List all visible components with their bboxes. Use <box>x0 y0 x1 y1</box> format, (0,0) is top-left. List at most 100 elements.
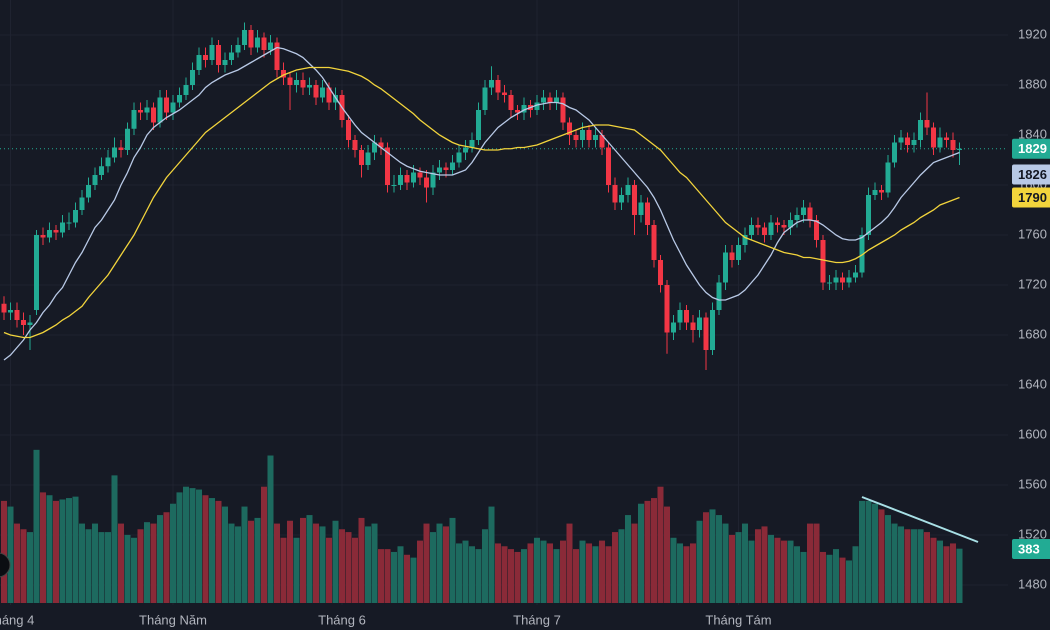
volume-bar <box>748 540 755 603</box>
volume-bar <box>820 551 826 603</box>
volume-bar <box>183 486 189 603</box>
x-tick-label: Tháng 4 <box>0 612 34 627</box>
volume-bar <box>495 543 501 603</box>
volume-bar <box>488 506 495 603</box>
volume-bar <box>794 546 800 603</box>
candle-body <box>918 120 923 140</box>
volume-bar <box>956 548 963 603</box>
volume-bar <box>163 512 170 603</box>
candle-body <box>710 310 715 350</box>
candle-body <box>443 167 449 170</box>
volume-bar <box>579 540 586 603</box>
price-badge-label: 1829 <box>1018 141 1047 156</box>
y-tick-label: 1840 <box>1018 126 1047 141</box>
candle-body <box>242 30 247 45</box>
volume-bar <box>475 549 482 603</box>
volume-bar <box>911 529 917 603</box>
volume-bar <box>670 537 677 603</box>
candle-body <box>417 172 423 178</box>
volume-bar <box>943 546 950 603</box>
y-tick-label: 1560 <box>1018 476 1047 491</box>
candle-body <box>944 137 949 140</box>
tool-button[interactable] <box>0 552 11 578</box>
volume-bar <box>586 543 592 603</box>
candle-body <box>365 152 371 165</box>
volume-bar <box>157 515 163 603</box>
volume-bar <box>508 549 514 603</box>
volume-bar <box>696 520 703 603</box>
candle-body <box>632 185 637 215</box>
volume-bar <box>878 509 885 603</box>
moving-average-line <box>3 46 960 361</box>
candle-body <box>27 322 33 325</box>
volume-bar <box>443 526 449 603</box>
candle-body <box>820 240 826 283</box>
candle-body <box>229 52 234 60</box>
candle-body <box>729 252 735 260</box>
candle-body <box>742 235 748 245</box>
volume-bar <box>319 526 326 603</box>
candle-body <box>190 70 195 85</box>
volume-bar <box>742 523 748 603</box>
candle-body <box>391 185 397 186</box>
candle-body <box>794 215 800 220</box>
volume-bar <box>196 489 202 603</box>
candle-body <box>567 122 572 135</box>
volume-bar <box>592 546 599 603</box>
volume-bar <box>7 506 14 603</box>
volume-bar <box>852 546 859 603</box>
candle-body <box>430 172 436 188</box>
volume-bar <box>501 546 508 603</box>
volume-bar <box>930 537 937 603</box>
candle-body <box>14 310 20 320</box>
volume-bar <box>202 495 209 603</box>
volume-bar <box>397 546 404 603</box>
candle-body <box>788 220 793 228</box>
candle-body <box>651 225 657 260</box>
candle-body <box>346 120 351 140</box>
volume-bar <box>846 560 852 603</box>
candle-body <box>508 95 514 110</box>
candle-body <box>807 207 813 220</box>
candle-body <box>911 140 917 145</box>
price-badge <box>1012 138 1050 159</box>
volume-bar <box>527 543 534 603</box>
volume-bar <box>150 523 157 603</box>
candle-body <box>716 282 722 310</box>
volume-bar <box>449 517 456 603</box>
price-badge <box>1012 187 1050 208</box>
candle-body <box>47 230 52 238</box>
volume-badge <box>1012 539 1050 559</box>
volume-bar <box>423 523 430 603</box>
y-tick-label: 1680 <box>1018 326 1047 341</box>
volume-bar <box>137 529 144 603</box>
candle-body <box>170 102 176 113</box>
candle-body <box>853 272 858 278</box>
candle-body <box>560 97 566 123</box>
candle-body <box>125 128 130 150</box>
volume-bar <box>690 543 696 603</box>
volume-bar <box>209 498 215 603</box>
y-tick-label: 1880 <box>1018 76 1047 91</box>
volume-bar <box>215 500 222 603</box>
candle-body <box>521 105 527 113</box>
volume-bar <box>40 492 46 603</box>
candle-body <box>814 220 819 240</box>
candle-body <box>736 245 741 260</box>
volume-bar <box>59 499 66 603</box>
candle-body <box>554 97 559 103</box>
candle-body <box>372 142 377 153</box>
candle-body <box>846 277 852 283</box>
candle-body <box>684 310 689 323</box>
candle-body <box>203 55 208 60</box>
volume-bar <box>521 549 527 603</box>
candle-body <box>216 45 221 65</box>
y-tick-label: 1480 <box>1018 576 1047 591</box>
volume-bar <box>391 551 397 603</box>
moving-averages <box>3 46 960 361</box>
volume-bar <box>826 554 833 603</box>
candle-body <box>404 175 410 183</box>
candle-body <box>905 137 910 145</box>
volume-bar <box>774 537 781 603</box>
volume-bar <box>345 532 352 603</box>
